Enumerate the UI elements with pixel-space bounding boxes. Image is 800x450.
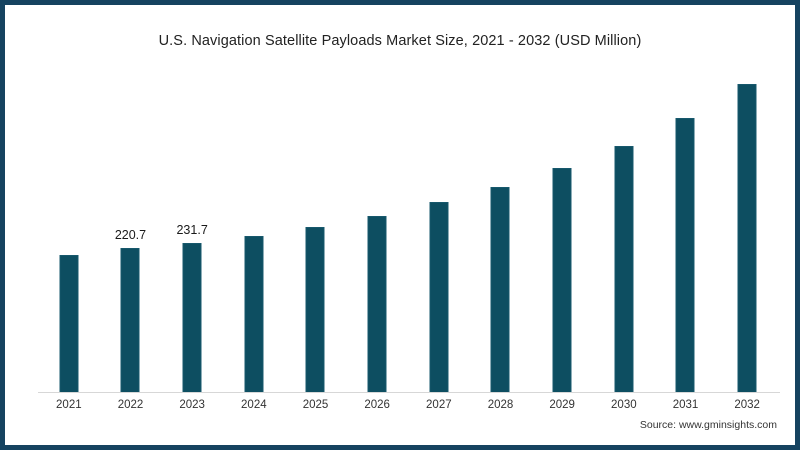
bar-slot [346, 65, 408, 393]
bar-2024[interactable] [244, 236, 264, 393]
bar-value-label-2023: 231.7 [176, 223, 208, 237]
chart-title: U.S. Navigation Satellite Payloads Marke… [158, 33, 642, 49]
bar-2027[interactable] [429, 202, 449, 393]
x-tick-label-2027: 2027 [426, 399, 452, 411]
x-tick-label-2029: 2029 [549, 399, 575, 411]
bar-2026[interactable] [367, 216, 387, 393]
plot-area: 220.7 231.7 [38, 65, 778, 393]
bar-2028[interactable] [490, 187, 510, 393]
bar-slot [593, 65, 655, 393]
x-tick-label-2026: 2026 [364, 399, 390, 411]
x-axis-line [38, 392, 780, 393]
bar-slot [285, 65, 347, 393]
bar-2029[interactable] [552, 168, 572, 393]
bar-2022[interactable] [120, 248, 140, 393]
x-tick-label-2021: 2021 [56, 399, 82, 411]
bar-2030[interactable] [614, 146, 634, 393]
bar-2032[interactable] [737, 84, 757, 393]
bar-slot [470, 65, 532, 393]
bar-slot: 231.7 [161, 65, 223, 393]
bar-2025[interactable] [305, 227, 325, 393]
bar-value-label-2022: 220.7 [114, 228, 147, 242]
bar-slot [408, 65, 470, 393]
bar-2021[interactable] [59, 255, 79, 393]
chart-canvas: U.S. Navigation Satellite Payloads Marke… [5, 5, 795, 445]
source-attribution: Source: www.gminsights.com [639, 419, 777, 431]
bar-2023[interactable] [182, 243, 202, 393]
x-tick-label-2032: 2032 [734, 399, 760, 411]
x-tick-label-2028: 2028 [487, 399, 514, 411]
x-tick-label-2022: 2022 [117, 399, 144, 411]
bar-2031[interactable] [675, 118, 695, 393]
x-tick-label-2030: 2030 [611, 399, 637, 411]
bar-slot [223, 65, 285, 393]
bar-slot [655, 65, 717, 393]
x-tick-label-2024: 2024 [241, 399, 267, 411]
bar-slot [716, 65, 778, 393]
x-tick-label-2025: 2025 [302, 399, 329, 411]
bar-slot: 220.7 [100, 65, 162, 393]
bar-slot [38, 65, 100, 393]
bar-slot [531, 65, 593, 393]
x-tick-label-2031: 2031 [672, 399, 699, 411]
x-tick-label-2023: 2023 [179, 399, 205, 411]
